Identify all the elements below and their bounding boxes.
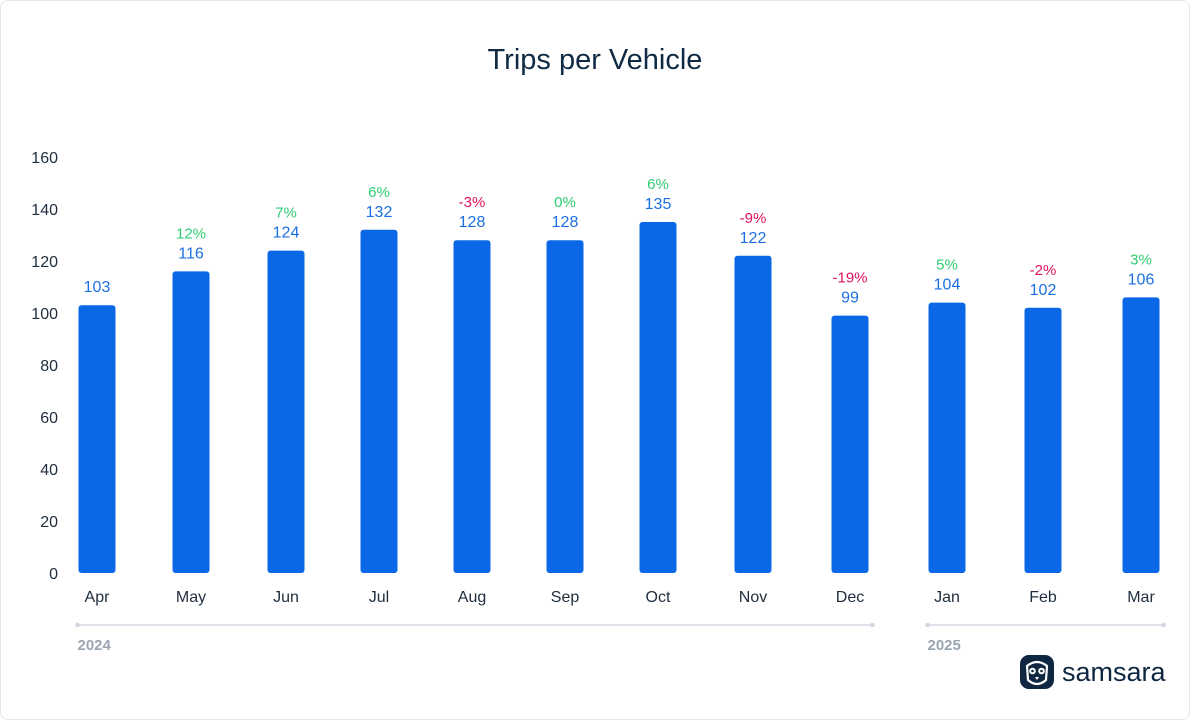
change-label: 3% — [1130, 251, 1152, 268]
y-tick-label: 100 — [31, 306, 58, 323]
x-tick-label: Jan — [934, 589, 960, 606]
bar-value-label: 99 — [841, 290, 859, 307]
y-tick-label: 60 — [40, 410, 58, 427]
year-label: 2024 — [78, 637, 112, 654]
year-groups: 2024 2025 — [75, 622, 1166, 654]
bar-value-label: 116 — [178, 245, 204, 262]
change-label: 0% — [554, 194, 576, 211]
bar — [928, 302, 966, 573]
owl-logo-icon — [1020, 655, 1054, 689]
y-tick-label: 80 — [40, 358, 58, 375]
y-tick-label: 20 — [40, 514, 58, 531]
bar — [546, 240, 584, 573]
bar-value-label: 135 — [645, 196, 672, 213]
brand-name: samsara — [1062, 657, 1167, 687]
y-tick-label: 140 — [31, 202, 58, 219]
change-label: 5% — [936, 257, 958, 274]
bar-value-label: 122 — [740, 230, 767, 247]
bars: 103 116 12% 124 7% 132 6% 128 -3% 128 0% 135 6% 122 -9… — [78, 176, 1160, 574]
change-label: 7% — [275, 205, 297, 222]
x-axis: Apr May Jun Jul Aug Sep Oct Nov Dec Jan Feb Mar — [85, 589, 1156, 606]
year-bracket-dot — [75, 622, 80, 628]
x-tick-label: Jun — [273, 589, 299, 606]
bar — [267, 250, 305, 573]
change-label: 6% — [368, 184, 390, 201]
x-tick-label: Dec — [836, 589, 864, 606]
bar — [639, 222, 677, 573]
bar — [453, 240, 491, 573]
bar-value-label: 104 — [934, 277, 961, 294]
x-tick-label: Mar — [1127, 589, 1155, 606]
year-bracket-dot — [925, 622, 930, 628]
bar-value-label: 124 — [273, 225, 300, 242]
bar-value-label: 132 — [366, 204, 393, 221]
change-label: -19% — [832, 270, 867, 287]
change-label: -3% — [459, 194, 486, 211]
change-label: 6% — [647, 176, 669, 193]
bar — [172, 271, 210, 573]
y-tick-label: 0 — [49, 566, 58, 583]
x-tick-label: May — [176, 589, 206, 606]
year-bracket-dot — [870, 622, 875, 628]
change-label: -2% — [1030, 262, 1057, 279]
x-tick-label: Apr — [85, 589, 111, 606]
bar-value-label: 103 — [84, 279, 111, 296]
bar-value-label: 102 — [1030, 282, 1057, 299]
change-label: -9% — [740, 210, 767, 227]
bar — [360, 229, 398, 574]
change-label: 12% — [176, 225, 206, 242]
bar — [78, 305, 116, 573]
bar-value-label: 128 — [552, 214, 579, 231]
bar — [1024, 307, 1062, 573]
bar-value-label: 128 — [459, 214, 486, 231]
x-tick-label: Feb — [1029, 589, 1057, 606]
year-label: 2025 — [928, 637, 961, 654]
chart-title: Trips per Vehicle — [488, 44, 703, 76]
bar — [734, 255, 772, 574]
x-tick-label: Sep — [551, 589, 580, 606]
y-tick-label: 160 — [31, 150, 58, 167]
year-bracket-dot — [1161, 622, 1166, 628]
x-tick-label: Jul — [369, 589, 389, 606]
x-tick-label: Aug — [458, 589, 486, 606]
bar — [1122, 297, 1160, 573]
y-tick-label: 120 — [31, 254, 58, 271]
x-tick-label: Nov — [739, 589, 767, 606]
samsara-logo: samsara — [1020, 655, 1167, 689]
y-tick-label: 40 — [40, 462, 58, 479]
y-axis: 0 20 40 60 80 100 120 140 160 — [31, 150, 58, 583]
x-tick-label: Oct — [646, 589, 671, 606]
bar-value-label: 106 — [1128, 271, 1155, 288]
bar — [831, 315, 869, 573]
